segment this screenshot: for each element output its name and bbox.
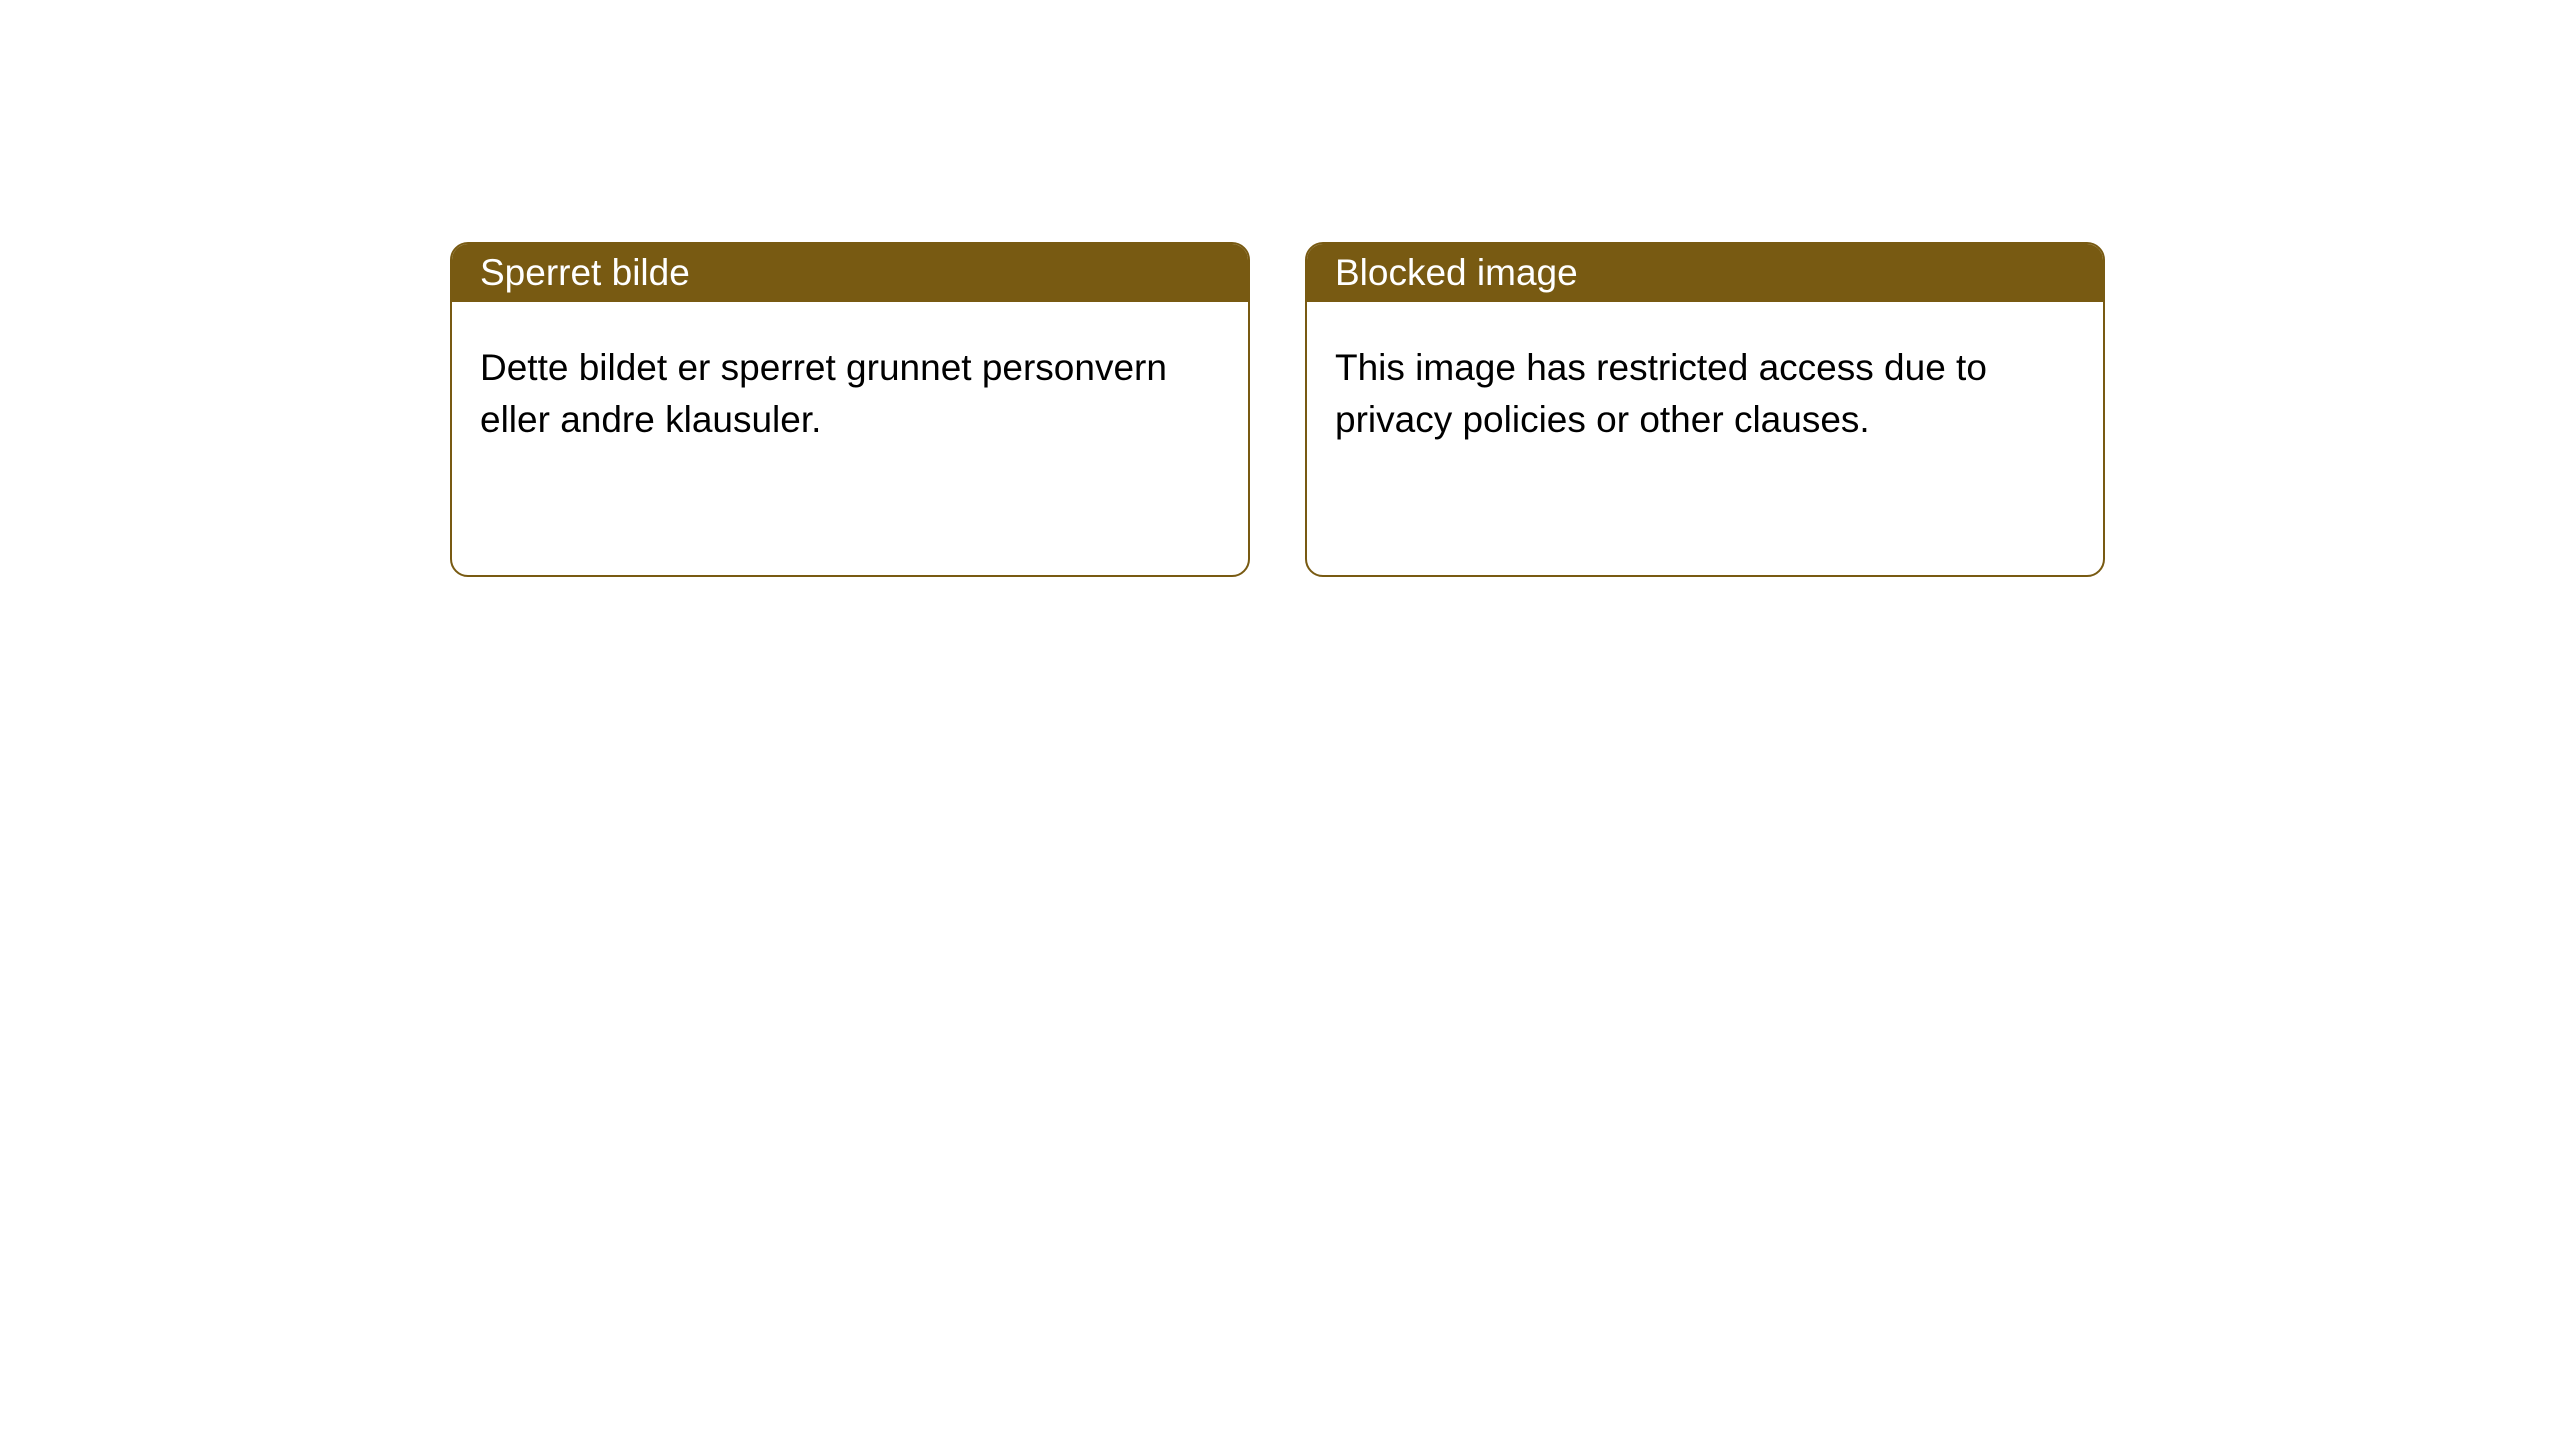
card-header: Blocked image bbox=[1307, 244, 2103, 302]
card-header-title: Sperret bilde bbox=[480, 252, 690, 294]
card-body: This image has restricted access due to … bbox=[1307, 302, 2103, 474]
notice-cards-container: Sperret bilde Dette bildet er sperret gr… bbox=[450, 242, 2105, 577]
card-header: Sperret bilde bbox=[452, 244, 1248, 302]
card-body-message: Dette bildet er sperret grunnet personve… bbox=[480, 342, 1220, 446]
notice-card-english: Blocked image This image has restricted … bbox=[1305, 242, 2105, 577]
card-body: Dette bildet er sperret grunnet personve… bbox=[452, 302, 1248, 474]
card-header-title: Blocked image bbox=[1335, 252, 1578, 294]
card-body-message: This image has restricted access due to … bbox=[1335, 342, 2075, 446]
notice-card-norwegian: Sperret bilde Dette bildet er sperret gr… bbox=[450, 242, 1250, 577]
